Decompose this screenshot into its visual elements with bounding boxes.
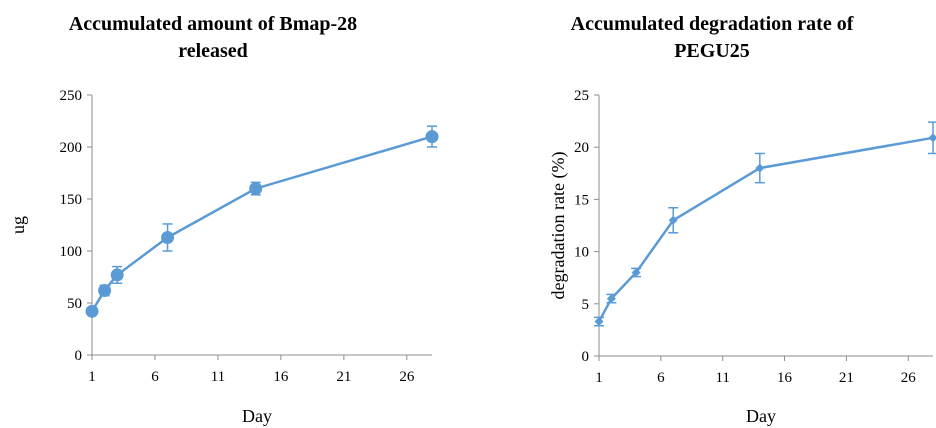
- y-tick-label: 50: [67, 296, 82, 312]
- data-point: [110, 268, 124, 282]
- x-axis-label: Day: [242, 406, 272, 426]
- x-tick-label: 21: [839, 370, 854, 386]
- x-tick-label: 16: [777, 370, 793, 386]
- x-tick-label: 1: [595, 370, 603, 386]
- y-tick-label: 100: [60, 244, 83, 260]
- x-tick-label: 11: [211, 369, 225, 385]
- y-tick-label: 0: [75, 348, 83, 364]
- x-axis-label: Day: [746, 406, 776, 426]
- x-tick-label: 11: [715, 370, 729, 386]
- series-line: [597, 136, 934, 323]
- x-tick-label: 21: [336, 369, 351, 385]
- y-tick-label: 200: [60, 140, 83, 156]
- chart-2: Accumulated degradation rate of PEGU25 0 5 1…: [548, 13, 936, 426]
- x-tick-label: 1: [88, 369, 96, 385]
- data-point: [631, 267, 641, 277]
- chart-title-line: Accumulated amount of Bmap-28: [69, 13, 357, 35]
- y-tick-label: 20: [574, 140, 589, 156]
- x-tick-label: 26: [901, 370, 917, 386]
- data-point: [98, 284, 112, 298]
- y-tick-label: 25: [574, 88, 589, 104]
- data-point: [755, 163, 765, 173]
- y-tick-label: 15: [574, 192, 589, 208]
- data-point: [668, 215, 678, 225]
- data-point: [161, 230, 175, 244]
- chart-title-line: PEGU25: [674, 40, 750, 62]
- data-point: [249, 182, 263, 196]
- chart-title-line: released: [178, 40, 248, 62]
- data-point: [606, 294, 616, 304]
- series-line: [90, 135, 433, 312]
- data-point: [425, 130, 439, 144]
- y-axis-label: ug: [8, 216, 28, 234]
- x-tick-label: 26: [399, 369, 415, 385]
- y-tick-label: 0: [582, 349, 590, 365]
- y-tick-label: 5: [582, 297, 590, 313]
- data-point: [928, 133, 936, 143]
- data-point: [594, 317, 604, 327]
- y-axis-label: degradation rate (%): [548, 152, 569, 300]
- x-tick-label: 6: [657, 370, 665, 386]
- y-tick-label: 250: [60, 88, 83, 104]
- data-point: [85, 304, 99, 318]
- y-tick-label: 150: [60, 192, 83, 208]
- x-tick-label: 16: [273, 369, 289, 385]
- y-tick-label: 10: [574, 245, 589, 261]
- x-tick-label: 6: [151, 369, 159, 385]
- chart-title-line: Accumulated degradation rate of: [571, 13, 854, 35]
- chart-1: Accumulated amount of Bmap-28 released 0 50…: [8, 13, 439, 426]
